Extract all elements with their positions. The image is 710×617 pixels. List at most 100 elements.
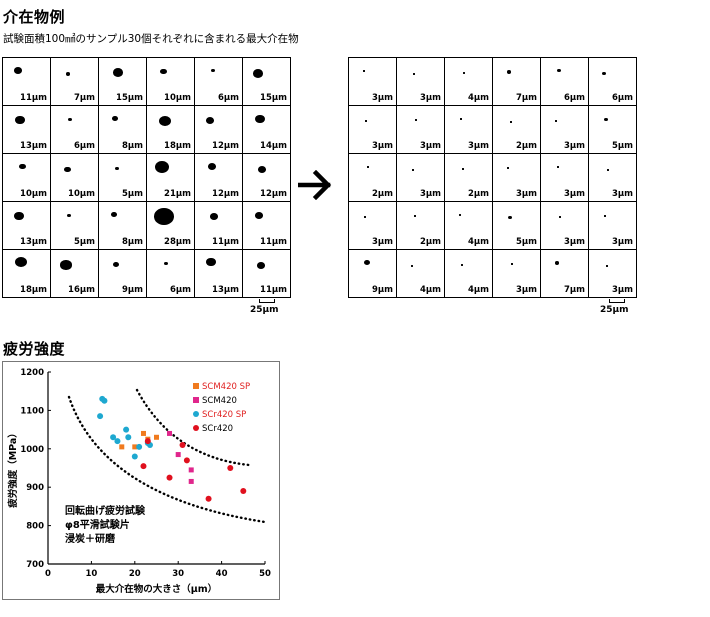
inclusion-blob — [462, 168, 464, 170]
inclusion-size-label: 9μm — [371, 285, 393, 295]
inclusion-size-label: 6μm — [169, 285, 191, 295]
inclusion-blob — [605, 264, 609, 267]
inclusion-size-label: 4μm — [467, 285, 489, 295]
inclusion-size-label: 10μm — [164, 93, 191, 103]
inclusion-blob — [112, 261, 120, 268]
inclusion-cell: 3μm — [541, 154, 588, 201]
inclusion-size-label: 28μm — [164, 237, 191, 247]
y-tick-label: 1200 — [20, 368, 44, 378]
inclusion-blob — [506, 166, 510, 169]
legend-marker — [193, 383, 199, 389]
inclusion-size-label: 7μm — [563, 285, 585, 295]
inclusion-cell: 13μm — [3, 106, 50, 153]
inclusion-blob — [111, 212, 117, 217]
data-point-scr420 — [205, 495, 212, 502]
inclusion-blob — [508, 216, 512, 220]
inclusion-blob — [554, 260, 560, 265]
inclusion-blob — [15, 116, 25, 125]
data-point-scr420 — [227, 465, 234, 471]
inclusion-size-label: 14μm — [260, 141, 287, 151]
inclusion-size-label: 9μm — [121, 285, 143, 295]
inclusion-size-label: 11μm — [260, 285, 287, 295]
section-title-inclusions: 介在物例 — [3, 8, 66, 26]
inclusion-blob — [601, 71, 607, 76]
inclusion-grid-after: 3μm 3μm 4μm 7μm 6μm 6μm 3μm 3μm 3μm 2μm 3μm 5μm 2μm 3… — [348, 57, 637, 298]
inclusion-blob — [159, 68, 167, 75]
inclusion-size-label: 7μm — [515, 93, 537, 103]
data-point-scm420 — [167, 430, 173, 436]
inclusion-blob — [67, 117, 73, 122]
inclusion-size-label: 15μm — [260, 93, 287, 103]
inclusion-size-label: 6μm — [563, 93, 585, 103]
inclusion-size-label: 3μm — [563, 237, 585, 247]
inclusion-size-label: 4μm — [467, 93, 489, 103]
section-title-fatigue: 疲労強度 — [3, 340, 66, 358]
inclusion-cell: 3μm — [349, 202, 396, 249]
inclusion-cell: 16μm — [51, 250, 98, 297]
inclusion-size-label: 10μm — [20, 189, 47, 199]
inclusion-size-label: 4μm — [419, 285, 441, 295]
x-tick-label: 0 — [45, 569, 51, 579]
y-tick-label: 800 — [26, 522, 44, 532]
inclusion-blob — [257, 262, 265, 269]
inclusion-cell: 7μm — [51, 58, 98, 105]
inclusion-cell: 3μm — [589, 202, 636, 249]
inclusion-size-label: 3μm — [611, 285, 633, 295]
inclusion-blob — [362, 69, 366, 72]
inclusion-cell: 13μm — [3, 202, 50, 249]
y-tick-label: 1000 — [20, 445, 44, 455]
inclusion-blob — [460, 263, 464, 266]
inclusion-blob — [510, 262, 514, 265]
inclusion-cell: 12μm — [195, 106, 242, 153]
x-tick-label: 50 — [259, 569, 271, 579]
inclusion-size-label: 2μm — [467, 189, 489, 199]
data-point-scm420-sp — [132, 444, 138, 450]
inclusion-size-label: 5μm — [121, 189, 143, 199]
inclusion-blob — [411, 168, 415, 171]
data-point-scr420-sp — [123, 426, 130, 433]
legend-marker — [193, 411, 199, 417]
data-point-scm420-sp — [140, 430, 146, 436]
inclusion-cell: 3μm — [349, 58, 396, 105]
inclusion-blob — [556, 68, 562, 73]
data-point-scr420 — [166, 474, 173, 481]
inclusion-blob — [255, 212, 263, 219]
inclusion-blob — [412, 72, 416, 75]
inclusion-cell: 6μm — [589, 58, 636, 105]
inclusion-size-label: 5μm — [73, 237, 95, 247]
inclusion-size-label: 6μm — [73, 141, 95, 151]
inclusion-blob — [459, 117, 463, 120]
inclusion-size-label: 3μm — [371, 93, 393, 103]
inclusion-size-label: 10μm — [68, 189, 95, 199]
scale-label-right: 25μm — [600, 305, 629, 315]
inclusion-cell: 11μm — [243, 250, 290, 297]
inclusion-cell: 3μm — [589, 154, 636, 201]
inclusion-cell: 13μm — [195, 250, 242, 297]
inclusion-cell: 15μm — [99, 58, 146, 105]
trend-boundary-upper — [67, 395, 267, 524]
inclusion-cell: 9μm — [99, 250, 146, 297]
inclusion-cell: 8μm — [99, 106, 146, 153]
inclusion-cell: 4μm — [445, 58, 492, 105]
inclusion-cell: 10μm — [3, 154, 50, 201]
inclusion-size-label: 2μm — [419, 237, 441, 247]
section-subtitle-inclusions: 試験面積100㎟のサンプル30個それぞれに含まれる最大介在物 — [3, 33, 299, 45]
inclusion-blob — [410, 264, 414, 267]
inclusion-size-label: 3μm — [611, 237, 633, 247]
inclusion-size-label: 3μm — [467, 141, 489, 151]
trend-boundary-upper-right — [135, 388, 251, 467]
inclusion-blob — [67, 214, 71, 218]
inclusion-size-label: 12μm — [260, 189, 287, 199]
inclusion-cell: 3μm — [397, 154, 444, 201]
data-point-scr420 — [140, 463, 147, 470]
data-point-scr420-sp — [110, 434, 117, 441]
inclusion-blob — [210, 68, 216, 73]
inclusion-size-label: 18μm — [164, 141, 191, 151]
inclusion-cell: 2μm — [349, 154, 396, 201]
data-point-scm420 — [188, 467, 194, 473]
data-point-scm420-sp — [119, 444, 125, 450]
x-tick-label: 30 — [172, 569, 184, 579]
scale-label-left: 25μm — [250, 305, 279, 315]
x-tick-label: 20 — [129, 569, 141, 579]
inclusion-cell: 11μm — [195, 202, 242, 249]
